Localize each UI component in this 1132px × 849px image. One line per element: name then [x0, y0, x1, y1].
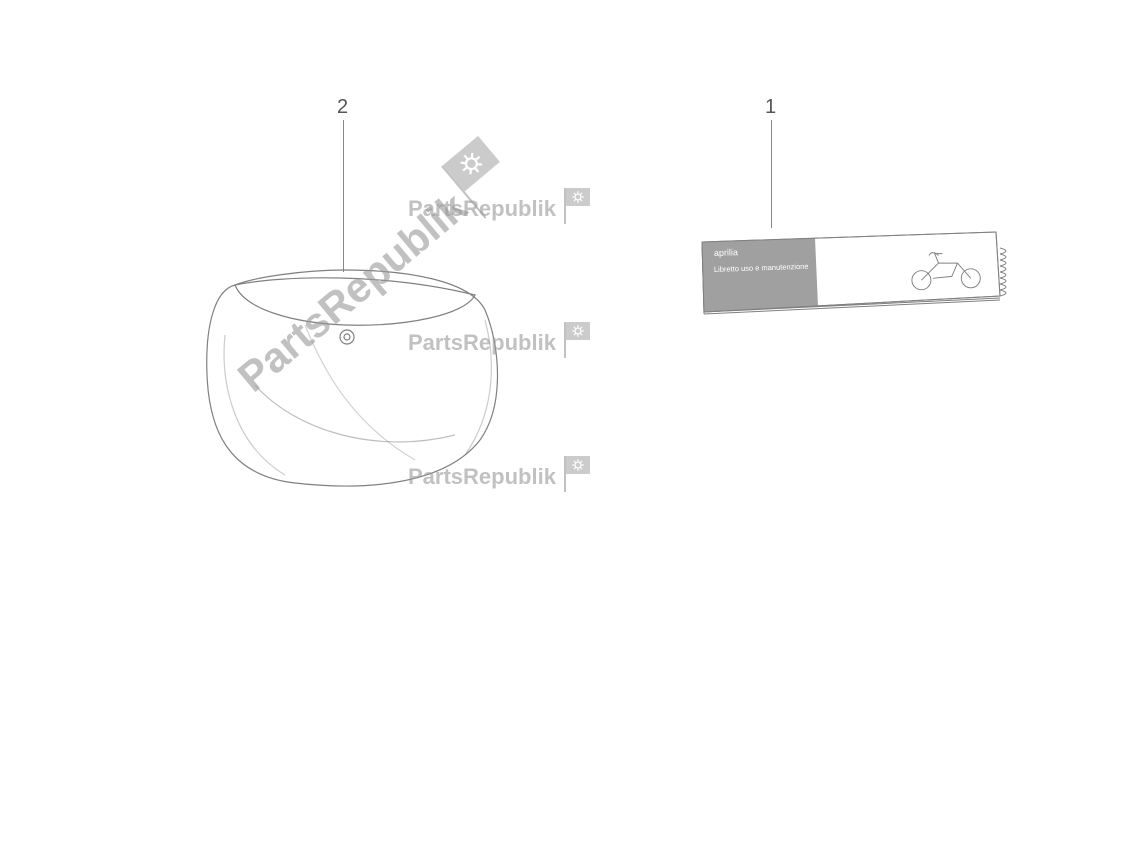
flag-icon — [564, 188, 566, 230]
manual-drawing: aprilia Libretto uso e manutenzione — [700, 228, 1020, 338]
watermark-text: PartsRepublik — [408, 330, 556, 356]
part-label-1: 1 — [765, 96, 776, 119]
watermark-text: PartsRepublik — [408, 464, 556, 490]
part-label-2: 2 — [337, 96, 348, 119]
watermark-2: PartsRepublik — [408, 322, 566, 364]
manual-title: aprilia — [714, 247, 738, 258]
watermark-3: PartsRepublik — [408, 456, 566, 498]
flag-icon — [564, 322, 566, 364]
leader-line-1 — [771, 120, 772, 228]
flag-icon — [564, 456, 566, 498]
